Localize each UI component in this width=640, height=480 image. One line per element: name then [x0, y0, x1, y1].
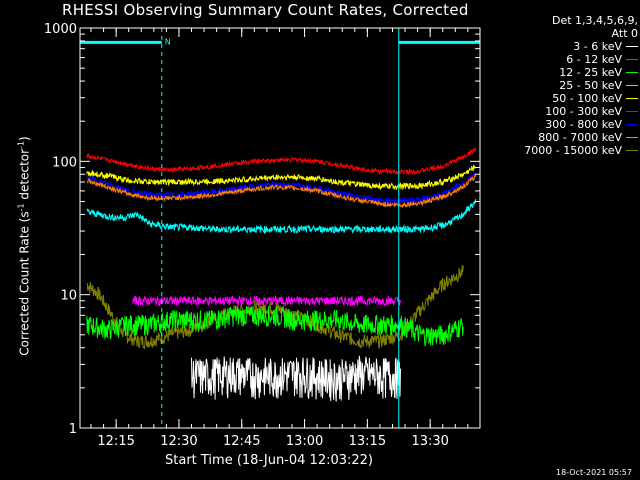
- x-tick-label: 13:30: [411, 434, 448, 449]
- x-axis-label: Start Time (18-Jun-04 12:03:22): [165, 453, 373, 468]
- legend-label: 800 - 7000 keV: [538, 131, 622, 144]
- legend-detectors: Det 1,3,4,5,6,9,: [551, 14, 638, 27]
- y-axis-label: Corrected Count Rate (s-1 detector-1): [16, 136, 32, 356]
- legend-label: 12 - 25 keV: [559, 66, 622, 79]
- legend-label: 25 - 50 keV: [559, 79, 622, 92]
- legend-entry: 800 - 7000 keV: [482, 131, 638, 144]
- series-line-50-100-kev: [86, 164, 477, 191]
- legend-entry: 50 - 100 keV: [482, 92, 638, 105]
- saa-marker-label: N: [165, 37, 171, 46]
- series-line-3-6-kev: [191, 355, 401, 402]
- legend-entry: 7000 - 15000 keV: [482, 144, 638, 157]
- x-tick-label: 13:00: [286, 434, 323, 449]
- legend-attenuator: Att 0: [611, 27, 638, 40]
- legend-entry: 100 - 300 keV: [482, 105, 638, 118]
- y-tick-label: 1: [69, 422, 77, 437]
- legend-entry: 3 - 6 keV: [482, 40, 638, 53]
- y-tick-label: 100: [52, 155, 77, 170]
- series-line-25-50-kev: [86, 198, 477, 235]
- plot-frame: [79, 27, 481, 429]
- y-tick-label: 10: [60, 289, 77, 304]
- x-tick-label: 12:15: [97, 434, 134, 449]
- legend-swatch: [626, 72, 638, 73]
- chart-title: RHESSI Observing Summary Count Rates, Co…: [62, 1, 469, 19]
- legend-swatch: [626, 150, 638, 151]
- y-tick-label: 1000: [44, 22, 77, 37]
- x-axis: 12:15 12:30 12:45 13:00 13:15 13:30: [90, 28, 469, 449]
- legend-swatch: [626, 124, 638, 125]
- legend-swatch: [626, 98, 638, 99]
- x-tick-label: 13:15: [349, 434, 386, 449]
- legend-entry: 25 - 50 keV: [482, 79, 638, 92]
- legend-entry: 12 - 25 keV: [482, 66, 638, 79]
- plot-area: N: [79, 28, 481, 428]
- legend-label: 3 - 6 keV: [573, 40, 622, 53]
- x-tick-label: 12:30: [160, 434, 197, 449]
- series-line-12-25-kev: [86, 305, 464, 347]
- legend: Det 1,3,4,5,6,9, Att 0 3 - 6 keV 6 - 12 k…: [482, 14, 638, 157]
- series-line-6-12-kev: [132, 294, 402, 308]
- legend-label: 100 - 300 keV: [545, 105, 622, 118]
- legend-label: 300 - 800 keV: [545, 118, 622, 131]
- legend-entry: 300 - 800 keV: [482, 118, 638, 131]
- legend-label: 50 - 100 keV: [552, 92, 622, 105]
- generated-timestamp: 18-Oct-2021 05:57: [556, 468, 632, 477]
- legend-swatch: [626, 85, 638, 86]
- legend-swatch: [626, 59, 638, 60]
- x-tick-label: 12:45: [223, 434, 260, 449]
- series-line-800-7000-kev: [86, 174, 477, 209]
- legend-label: 6 - 12 keV: [566, 53, 622, 66]
- legend-swatch: [626, 46, 638, 47]
- y-axis: 1 10 100 1000: [44, 22, 480, 437]
- legend-swatch: [626, 111, 638, 112]
- legend-label: 7000 - 15000 keV: [524, 144, 622, 157]
- series-line-100-300-kev: [86, 147, 477, 176]
- legend-swatch: [626, 137, 638, 138]
- legend-entry: 6 - 12 keV: [482, 53, 638, 66]
